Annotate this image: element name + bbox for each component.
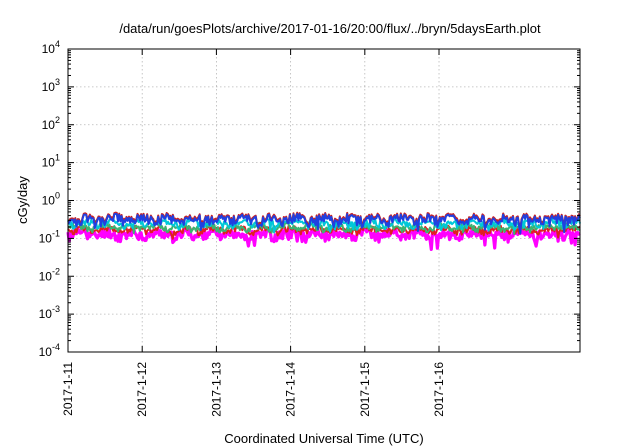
y-tick-label: 104: [42, 39, 60, 56]
x-tick-label: 2017-1-15: [358, 362, 372, 417]
x-tick-label: 2017-1-16: [432, 362, 446, 417]
x-axis-label: Coordinated Universal Time (UTC): [224, 431, 423, 446]
series-line-3: [67, 221, 581, 235]
y-tick-base: 10: [39, 307, 53, 321]
y-tick-base: 10: [42, 80, 56, 94]
y-tick-label: 101: [42, 153, 60, 170]
y-tick-base: 10: [42, 118, 56, 132]
x-tick-label: 2017-1-12: [135, 362, 149, 417]
y-tick-exponent: 2: [55, 115, 60, 125]
y-tick-exponent: 3: [55, 77, 60, 87]
series-line-1: [66, 226, 581, 251]
y-tick-exponent: -3: [52, 304, 60, 314]
y-tick-base: 10: [42, 194, 56, 208]
x-tick-label: 2017-1-14: [284, 362, 298, 417]
ticks: [67, 48, 580, 353]
y-tick-exponent: 0: [55, 191, 60, 201]
y-tick-label: 10-4: [39, 342, 60, 359]
y-tick-base: 10: [42, 42, 56, 56]
x-tick-labels: 2017-1-11 2017-1-12 2017-1-13 2017-1-14 2017…: [61, 362, 446, 417]
x-tick-label: 2017-1-13: [209, 362, 223, 417]
y-tick-base: 10: [39, 345, 53, 359]
grid: [68, 49, 580, 352]
y-tick-label: 10-2: [39, 266, 60, 283]
y-tick-exponent: 4: [55, 39, 60, 49]
series-line-4: [67, 217, 581, 234]
y-tick-exponent: -4: [52, 342, 60, 352]
series-line-6: [67, 212, 581, 235]
y-tick-label: 100: [42, 191, 60, 208]
y-tick-label: 102: [42, 115, 60, 132]
y-tick-base: 10: [39, 231, 53, 245]
x-tick-label: 2017-1-11: [61, 362, 75, 416]
chart-title: /data/run/goesPlots/archive/2017-01-16/2…: [119, 21, 541, 36]
series-layer: [66, 211, 581, 251]
y-tick-label: 10-3: [39, 304, 60, 321]
y-tick-label: 10-1: [39, 228, 60, 245]
y-axis-label: cGy/day: [15, 176, 30, 224]
y-tick-exponent: -2: [52, 266, 60, 276]
y-tick-base: 10: [42, 156, 56, 170]
y-tick-exponent: -1: [52, 228, 60, 238]
y-tick-base: 10: [39, 269, 53, 283]
y-tick-exponent: 1: [55, 153, 60, 163]
y-tick-label: 103: [42, 77, 60, 94]
